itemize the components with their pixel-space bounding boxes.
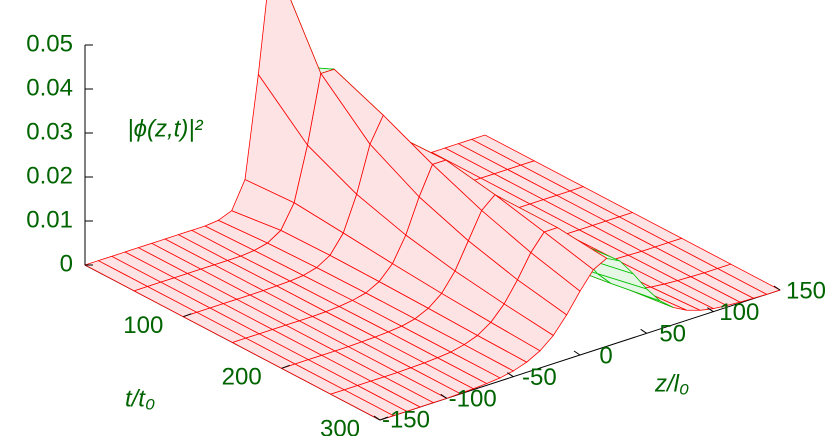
x-tick-label: -100 — [449, 386, 497, 413]
z-tick-label: 0.02 — [26, 162, 73, 189]
z-tick-label: 0.01 — [26, 206, 73, 233]
x-tick — [640, 328, 647, 334]
x-tick-label: -50 — [522, 364, 557, 391]
x-tick-label: 0 — [599, 342, 612, 369]
z-tick-label: 0.05 — [26, 30, 73, 57]
z-tick-label: 0.04 — [26, 74, 73, 101]
z-tick-label: 0.03 — [26, 118, 73, 145]
ticks: 0 0.01 0.02 0.03 0.04 0.05 100 200 300 -150 -100 -5… — [26, 30, 826, 436]
x-tick-label: -150 — [382, 406, 430, 433]
x-tick — [373, 415, 381, 421]
x-tick — [507, 372, 514, 378]
x-tick-label: 50 — [659, 321, 686, 348]
z-tick-label: 0 — [60, 250, 73, 277]
t-tick-label: 300 — [320, 415, 360, 436]
z-axis-label: |ϕ(z,t)|² — [127, 115, 203, 142]
x-tick — [440, 393, 447, 399]
t-tick — [281, 364, 290, 369]
x-tick — [773, 285, 781, 291]
t-tick — [379, 416, 389, 421]
plot — [83, 0, 782, 421]
t-tick-label: 200 — [222, 364, 262, 391]
t-tick — [183, 313, 192, 318]
x-tick — [707, 307, 714, 313]
x-tick-label: 100 — [719, 299, 759, 326]
x-tick — [573, 350, 581, 356]
t-axis-label: t/t₀ — [125, 385, 155, 412]
x-tick-label: 150 — [786, 277, 826, 304]
t-tick-label: 100 — [123, 312, 163, 339]
x-axis-label: z/l₀ — [654, 370, 689, 397]
surface-cell — [329, 389, 395, 421]
